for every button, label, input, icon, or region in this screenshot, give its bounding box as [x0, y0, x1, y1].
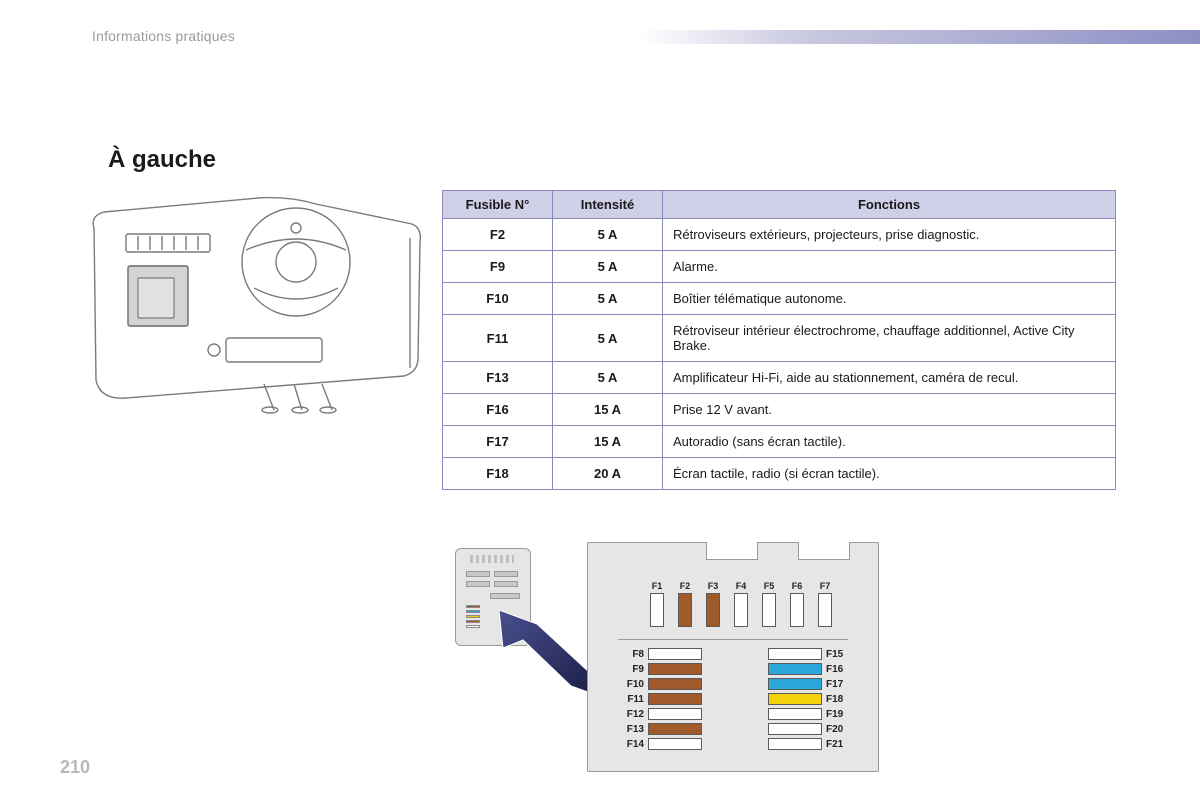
- page-title: À gauche: [108, 146, 216, 174]
- top-fuse-slot: F2: [672, 581, 698, 627]
- fuse-table: Fusible N° Intensité Fonctions F25 ARétr…: [442, 190, 1116, 490]
- fusebox-diagram: F1 F2 F3 F4 F5 F6 F7 F8 F15 F9 F16 F10 F17 F11 F18 F12…: [455, 542, 883, 776]
- fuse-slot: [768, 738, 822, 750]
- fuse-label: F15: [822, 649, 852, 660]
- cell-functions: Prise 12 V avant.: [663, 394, 1116, 426]
- fuse-label: F9: [618, 664, 648, 675]
- top-fuse-slot: F7: [812, 581, 838, 627]
- section-name: Informations pratiques: [92, 28, 235, 44]
- fusebox-big: F1 F2 F3 F4 F5 F6 F7 F8 F15 F9 F16 F10 F17 F11 F18 F12…: [587, 542, 879, 772]
- top-fuse-slot: F3: [700, 581, 726, 627]
- fuse-slot: [734, 593, 748, 627]
- top-fuse-slot: F4: [728, 581, 754, 627]
- cell-functions: Boîtier télématique autonome.: [663, 283, 1116, 315]
- fuse-slot: [648, 738, 702, 750]
- fuse-label: F18: [822, 694, 852, 705]
- page-header: Informations pratiques: [92, 28, 1200, 44]
- fuse-label: F20: [822, 724, 852, 735]
- top-fuse-slot: F6: [784, 581, 810, 627]
- cell-functions: Alarme.: [663, 251, 1116, 283]
- table-row: F1715 AAutoradio (sans écran tactile).: [443, 426, 1116, 458]
- table-row: F1820 AÉcran tactile, radio (si écran ta…: [443, 458, 1116, 490]
- fuse-label: F19: [822, 709, 852, 720]
- table-row: F1615 APrise 12 V avant.: [443, 394, 1116, 426]
- cell-fuse: F13: [443, 362, 553, 394]
- cell-intensity: 5 A: [553, 251, 663, 283]
- fuse-slot: [648, 723, 702, 735]
- fuse-slot: [768, 648, 822, 660]
- header-accent-bar: [640, 30, 1200, 44]
- fuse-slot: [648, 693, 702, 705]
- table-row: F95 AAlarme.: [443, 251, 1116, 283]
- fuse-slot: [768, 693, 822, 705]
- table-row: F105 ABoîtier télématique autonome.: [443, 283, 1116, 315]
- fuse-label: F5: [764, 581, 775, 591]
- cell-intensity: 15 A: [553, 394, 663, 426]
- table-header-row: Fusible N° Intensité Fonctions: [443, 191, 1116, 219]
- cell-intensity: 5 A: [553, 315, 663, 362]
- fuse-table-container: Fusible N° Intensité Fonctions F25 ARétr…: [442, 190, 1116, 490]
- cell-fuse: F10: [443, 283, 553, 315]
- header-intensity: Intensité: [553, 191, 663, 219]
- cell-fuse: F2: [443, 219, 553, 251]
- fuse-label: F1: [652, 581, 663, 591]
- fuse-slot: [648, 678, 702, 690]
- fuse-slot: [790, 593, 804, 627]
- cell-functions: Écran tactile, radio (si écran tactile).: [663, 458, 1116, 490]
- cell-fuse: F9: [443, 251, 553, 283]
- fuse-slot: [650, 593, 664, 627]
- fuse-label: F21: [822, 739, 852, 750]
- fuse-slot: [706, 593, 720, 627]
- fuse-label: F13: [618, 724, 648, 735]
- cell-fuse: F11: [443, 315, 553, 362]
- fuse-label: F16: [822, 664, 852, 675]
- fuse-slot: [648, 663, 702, 675]
- fuse-slot: [648, 648, 702, 660]
- table-row: F115 ARétroviseur intérieur électrochrom…: [443, 315, 1116, 362]
- fuse-label: F10: [618, 679, 648, 690]
- fuse-label: F17: [822, 679, 852, 690]
- fuse-label: F11: [618, 694, 648, 705]
- header-fuse: Fusible N°: [443, 191, 553, 219]
- cell-functions: Rétroviseur intérieur électrochrome, cha…: [663, 315, 1116, 362]
- fuse-slot: [768, 663, 822, 675]
- fuse-label: F4: [736, 581, 747, 591]
- fuse-label: F14: [618, 739, 648, 750]
- table-row: F25 ARétroviseurs extérieurs, projecteur…: [443, 219, 1116, 251]
- top-fuse-slot: F1: [644, 581, 670, 627]
- fuse-label: F3: [708, 581, 719, 591]
- cell-fuse: F16: [443, 394, 553, 426]
- cell-fuse: F18: [443, 458, 553, 490]
- fuse-label: F12: [618, 709, 648, 720]
- cell-functions: Rétroviseurs extérieurs, projecteurs, pr…: [663, 219, 1116, 251]
- fuse-slot: [768, 678, 822, 690]
- cell-intensity: 5 A: [553, 219, 663, 251]
- cell-intensity: 20 A: [553, 458, 663, 490]
- cell-fuse: F17: [443, 426, 553, 458]
- page-number: 210: [60, 757, 90, 778]
- cell-intensity: 5 A: [553, 362, 663, 394]
- dashboard-illustration: [88, 188, 424, 414]
- fuse-slot: [768, 723, 822, 735]
- header-functions: Fonctions: [663, 191, 1116, 219]
- fuse-label: F7: [820, 581, 831, 591]
- fuse-label: F6: [792, 581, 803, 591]
- fuse-slot: [678, 593, 692, 627]
- fuse-label: F2: [680, 581, 691, 591]
- fuse-slot: [648, 708, 702, 720]
- cell-intensity: 5 A: [553, 283, 663, 315]
- table-row: F135 AAmplificateur Hi-Fi, aide au stati…: [443, 362, 1116, 394]
- fuse-slot: [762, 593, 776, 627]
- fuse-label: F8: [618, 649, 648, 660]
- fuse-slot: [818, 593, 832, 627]
- top-fuse-slot: F5: [756, 581, 782, 627]
- fuse-slot: [768, 708, 822, 720]
- cell-intensity: 15 A: [553, 426, 663, 458]
- cell-functions: Amplificateur Hi-Fi, aide au stationneme…: [663, 362, 1116, 394]
- cell-functions: Autoradio (sans écran tactile).: [663, 426, 1116, 458]
